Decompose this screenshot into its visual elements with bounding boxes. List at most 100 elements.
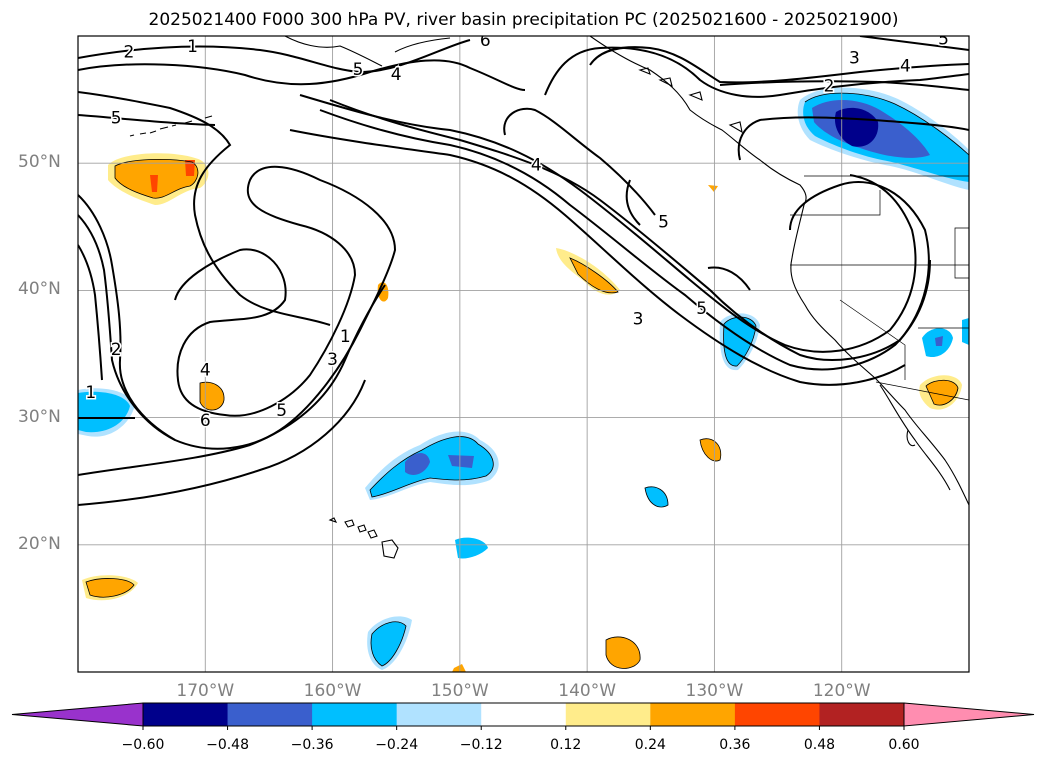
colorbar-cell	[734, 703, 820, 726]
contour-label: 2	[111, 340, 122, 360]
contour-label: 2	[124, 42, 135, 62]
contour-label: 5	[276, 401, 287, 421]
latitude-label: 30°N	[18, 406, 61, 427]
precip-area-positive	[570, 258, 618, 293]
hawaii-islands	[328, 517, 399, 559]
precip-area-positive	[185, 160, 195, 176]
colorbar-frame	[142, 702, 905, 727]
contour-label: 6	[200, 411, 211, 431]
pv-contour	[78, 114, 216, 126]
pv-contour	[78, 284, 386, 476]
precip-area-negative	[455, 537, 488, 559]
pv-contour	[299, 94, 917, 353]
precip-area-positive	[926, 380, 958, 406]
colorbar-tick-label: 0.36	[719, 737, 751, 753]
colorbar-tick-label: 0.60	[888, 737, 920, 753]
colorbar-extend-low	[11, 702, 144, 727]
pv-contour	[78, 39, 471, 74]
pv-contour	[707, 266, 751, 291]
coastline-alaska	[284, 36, 807, 206]
longitude-label: 160°W	[303, 681, 362, 701]
latitude-label: 40°N	[18, 279, 61, 300]
pv-contour	[625, 179, 641, 226]
political-borders	[790, 175, 969, 401]
colorbar-tick-label: 0.48	[803, 737, 836, 753]
precip-area-negative	[371, 621, 406, 666]
precip-shading	[78, 87, 969, 672]
precip-area-positive	[200, 382, 225, 411]
precip-area-positive	[708, 185, 718, 192]
contour-label: 5	[111, 108, 122, 128]
contour-label: 1	[85, 383, 96, 403]
longitude-label: 150°W	[430, 681, 489, 701]
colorbar-cell	[565, 703, 651, 726]
map-title: 2025021400 F000 300 hPa PV, river basin …	[148, 10, 899, 30]
precip-area-negative	[962, 318, 969, 345]
pv-contour	[78, 379, 366, 506]
pv-contour	[589, 46, 969, 84]
contour-label: 3	[849, 49, 860, 69]
precip-area-negative	[448, 455, 474, 468]
precip-area-positive	[700, 438, 721, 461]
contour-label: 1	[187, 37, 198, 57]
colorbar-tick-label: −0.24	[375, 737, 419, 753]
contour-label: 5	[938, 30, 949, 50]
colorbar-cell	[819, 703, 905, 726]
pv-contour	[737, 116, 969, 161]
latitude-label: 50°N	[18, 152, 61, 173]
precip-area-negative	[935, 336, 943, 346]
pv-contours	[78, 36, 969, 506]
precip-area-negative	[405, 453, 430, 475]
pv-contour	[78, 214, 176, 441]
contour-label: 6	[480, 31, 491, 51]
colorbar-cell	[650, 703, 736, 726]
pv-contour	[78, 244, 103, 381]
contour-label: 1	[340, 327, 351, 347]
longitude-label: 130°W	[685, 681, 744, 701]
colorbar-cell	[227, 703, 313, 726]
colorbar-tick-label: −0.48	[206, 737, 249, 753]
colorbar-tick-label: 0.24	[634, 737, 666, 753]
precip-area-positive	[606, 636, 641, 669]
map-frame	[77, 35, 970, 673]
colorbar-cell	[396, 703, 482, 726]
colorbar-tick-label: 0.12	[550, 737, 582, 753]
longitude-label: 140°W	[558, 681, 617, 701]
aleutian-islands	[129, 115, 213, 137]
alaska-panhandle-islands	[638, 67, 743, 134]
contour-label: 5	[696, 299, 707, 319]
map-gridlines	[78, 36, 969, 672]
pv-contour	[78, 91, 331, 326]
precip-area-negative	[370, 436, 494, 497]
longitude-label: 170°W	[176, 681, 235, 701]
coastline-bc-us-west	[790, 204, 969, 506]
precip-area-positive	[86, 578, 134, 598]
latitude-label: 20°N	[18, 533, 61, 554]
precip-area-negative	[645, 486, 668, 507]
coastline-baja	[879, 384, 951, 491]
colorbar-cell	[481, 703, 567, 726]
contour-label: 4	[200, 360, 211, 380]
contour-label: 3	[327, 350, 338, 370]
coastlines	[129, 36, 969, 559]
contour-label: 5	[658, 213, 669, 233]
precip-area-positive	[452, 664, 466, 672]
pv-contour	[289, 129, 906, 386]
colorbar-cell	[143, 703, 229, 726]
colorbar-tick-label: −0.12	[459, 737, 503, 753]
pv-contour	[544, 46, 969, 98]
colorbar-tick-label: −0.60	[121, 737, 165, 753]
contour-label: 3	[633, 309, 644, 329]
pv-contour	[503, 107, 656, 216]
pv-contour	[319, 109, 931, 371]
pv-contour	[78, 59, 526, 91]
colorbar-cell	[312, 703, 398, 726]
contour-label: 5	[353, 60, 364, 80]
precip-area-negative	[78, 391, 130, 433]
colorbar-extend-high	[903, 702, 1035, 727]
longitude-label: 120°W	[812, 681, 871, 701]
contour-label: 2	[824, 77, 835, 97]
